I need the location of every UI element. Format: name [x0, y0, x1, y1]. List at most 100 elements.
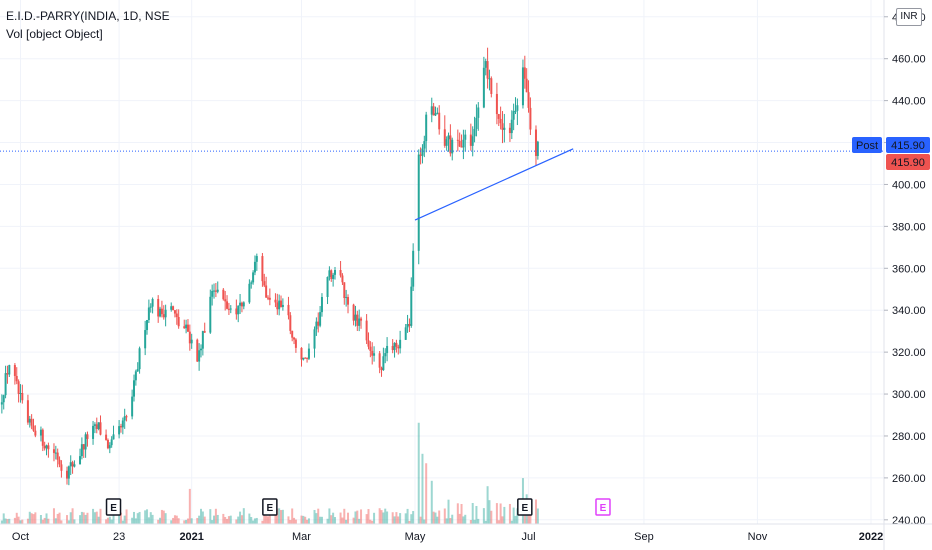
- candle-body: [99, 422, 102, 435]
- volume-bar: [73, 519, 76, 524]
- candle-body: [266, 297, 269, 299]
- volume-bar: [112, 511, 115, 524]
- candle-body: [41, 429, 44, 446]
- volume-bar: [274, 512, 277, 524]
- volume-bar: [443, 508, 446, 524]
- price-axis[interactable]: 240.00 260.00 280.00 300.00 320.00 340.00 360.…: [883, 0, 926, 550]
- candle-body: [438, 112, 441, 130]
- volume-bar: [86, 512, 89, 524]
- candle-body: [393, 342, 396, 351]
- volume-bar: [229, 515, 232, 524]
- volume-bar: [186, 518, 189, 524]
- volume-bar: [149, 512, 152, 524]
- trendline[interactable]: [414, 148, 574, 221]
- volume-bar: [373, 512, 376, 524]
- volume-bar: [294, 519, 297, 524]
- candle-body: [464, 134, 467, 140]
- time-axis[interactable]: Oct 23 2021 Mar May Jul Sep Nov 2022: [0, 523, 932, 543]
- candle-body: [229, 308, 232, 310]
- volume-bar: [425, 463, 428, 524]
- volume-bar: [536, 508, 539, 524]
- volume-bar: [67, 520, 70, 524]
- volume-bar: [144, 510, 147, 524]
- volume-bar: [421, 453, 424, 524]
- y-tick-label: 440.00: [892, 96, 926, 108]
- candle-body: [149, 306, 152, 308]
- candle-body: [410, 286, 413, 326]
- earnings-marker[interactable]: E: [262, 498, 278, 516]
- volume-bar: [60, 520, 63, 524]
- candle-body: [300, 347, 303, 360]
- candle-body: [378, 353, 381, 368]
- volume-bar: [196, 517, 199, 524]
- candle-body: [60, 464, 63, 471]
- volume-bar: [131, 517, 134, 524]
- candle-body: [227, 308, 230, 310]
- candle-body: [93, 424, 96, 426]
- volume-bar: [371, 520, 374, 524]
- x-tick-label: Sep: [634, 531, 654, 543]
- candle-body: [15, 375, 18, 382]
- earnings-marker-box: [262, 498, 278, 516]
- earnings-marker-box: [105, 498, 122, 516]
- volume-bar: [404, 513, 407, 524]
- volume-bar: [134, 518, 137, 524]
- volume-bar: [475, 505, 478, 524]
- candle-body: [21, 393, 24, 401]
- volume-bar: [434, 512, 437, 524]
- candle-body: [477, 107, 480, 118]
- earnings-marker[interactable]: E: [105, 498, 122, 516]
- candle-body: [159, 308, 162, 317]
- candle-body: [358, 318, 361, 326]
- volume-bar: [242, 508, 245, 524]
- candle-body: [343, 282, 346, 299]
- volume-bar: [499, 503, 502, 524]
- candle-body: [484, 61, 487, 68]
- candle-body: [28, 418, 31, 423]
- volume-bar: [380, 510, 383, 524]
- volume-bar: [438, 510, 441, 524]
- volume-bar: [58, 512, 61, 524]
- candle-body: [345, 297, 348, 299]
- volume-bar: [71, 508, 74, 524]
- earnings-marker[interactable]: E: [595, 498, 611, 516]
- volume-bar: [291, 508, 294, 524]
- candle-body: [82, 444, 85, 450]
- currency-label[interactable]: INR: [896, 8, 922, 26]
- volume-bar: [456, 503, 459, 524]
- candle-body: [47, 445, 50, 450]
- volume-bar: [534, 499, 537, 524]
- candle-body: [0, 402, 3, 405]
- volume-bar: [464, 514, 467, 524]
- volume-bar: [417, 422, 420, 524]
- volume-bar: [449, 518, 452, 524]
- volume-bar: [365, 514, 368, 524]
- candle-body: [278, 300, 281, 310]
- volume-bar: [45, 513, 48, 524]
- volume-bar: [393, 516, 396, 524]
- volume-bar: [345, 519, 348, 524]
- last-price-text: 415.90: [891, 157, 925, 169]
- candle-body: [86, 434, 89, 439]
- volume-bar: [488, 500, 491, 524]
- volume-bar: [343, 508, 346, 524]
- post-label-badge: [852, 137, 882, 153]
- candle-body: [138, 348, 141, 370]
- volume-bar: [458, 513, 461, 524]
- volume-bar: [4, 518, 7, 524]
- candle-body: [380, 367, 383, 371]
- volume-bar: [227, 516, 230, 524]
- candle-body: [209, 296, 212, 333]
- post-price-badge: [886, 137, 930, 153]
- candle-body: [123, 416, 126, 421]
- candle-body: [523, 67, 526, 79]
- candle-body: [261, 256, 264, 282]
- candle-body: [306, 357, 309, 359]
- candle-body: [39, 429, 42, 436]
- earnings-marker[interactable]: E: [517, 498, 533, 516]
- candle-body: [160, 308, 163, 315]
- earnings-marker-label: E: [521, 503, 528, 514]
- volume-bar: [28, 511, 31, 524]
